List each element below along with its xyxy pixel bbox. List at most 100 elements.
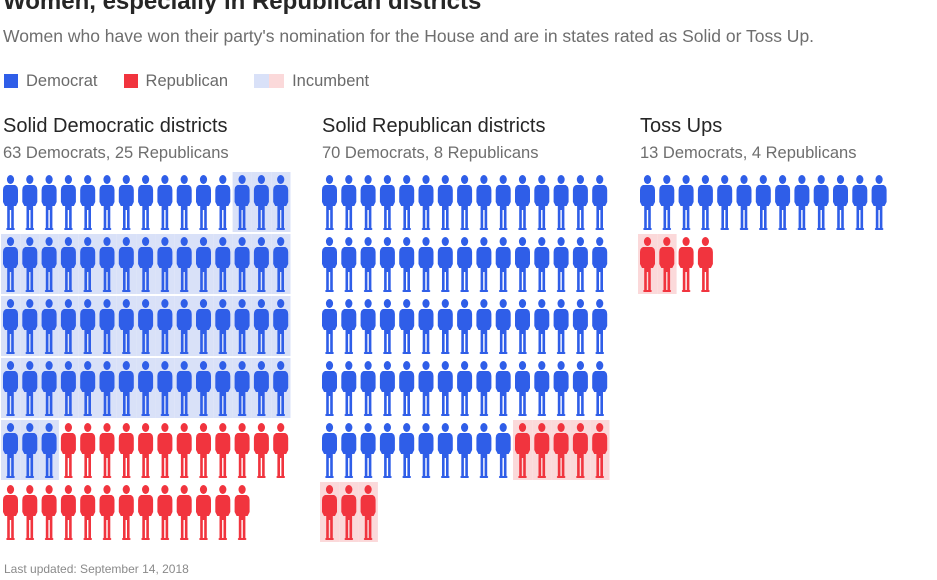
democrat-woman-icon [360, 423, 376, 478]
democrat-incumbent-woman-icon [273, 361, 289, 416]
democrat-woman-icon [515, 237, 530, 292]
democrat-woman-icon [176, 175, 192, 230]
democrat-woman-icon [80, 175, 96, 230]
democrat-incumbent-woman-icon [157, 299, 173, 354]
democrat-woman-icon [833, 175, 848, 230]
democrat-woman-icon [399, 361, 415, 416]
democrat-woman-icon [22, 175, 38, 230]
democrat-woman-icon [379, 299, 395, 354]
democrat-woman-icon [360, 175, 376, 230]
republican-woman-icon [80, 485, 96, 540]
incumbent-swatch-democrat [254, 74, 270, 88]
democrat-woman-icon [553, 299, 569, 354]
republican-woman-icon [697, 237, 713, 292]
pictogram-grid [320, 175, 610, 542]
democrat-woman-icon [515, 175, 530, 230]
democrat-woman-icon [572, 361, 588, 416]
republican-incumbent-woman-icon [572, 423, 588, 478]
republican-woman-icon [234, 485, 250, 540]
legend: Democrat Republican Incumbent [4, 72, 395, 90]
democrat-incumbent-woman-icon [253, 175, 269, 230]
democrat-woman-icon [495, 299, 511, 354]
democrat-woman-icon [476, 175, 492, 230]
democrat-incumbent-woman-icon [22, 299, 38, 354]
democrat-incumbent-woman-icon [138, 237, 154, 292]
democrat-incumbent-woman-icon [99, 299, 115, 354]
republican-incumbent-woman-icon [659, 237, 675, 292]
republican-woman-icon [215, 423, 231, 478]
republican-woman-icon [196, 423, 211, 478]
democrat-incumbent-woman-icon [157, 361, 173, 416]
democrat-woman-icon [495, 423, 511, 478]
democrat-incumbent-woman-icon [3, 361, 18, 416]
democrat-woman-icon [215, 175, 231, 230]
democrat-woman-icon [437, 175, 453, 230]
democrat-incumbent-woman-icon [253, 361, 269, 416]
republican-incumbent-woman-icon [640, 237, 655, 292]
republican-woman-icon [678, 237, 694, 292]
democrat-incumbent-woman-icon [3, 299, 18, 354]
democrat-woman-icon [379, 361, 395, 416]
democrat-incumbent-woman-icon [234, 237, 250, 292]
democrat-incumbent-woman-icon [60, 299, 76, 354]
panel-counts: 70 Democrats, 8 Republicans [322, 144, 539, 162]
democrat-incumbent-woman-icon [176, 361, 192, 416]
panel-solid-republican: Solid Republican districts 70 Democrats,… [320, 112, 622, 542]
republican-incumbent-woman-icon [592, 423, 608, 478]
democrat-woman-icon [476, 299, 492, 354]
pictogram-grid [638, 175, 887, 294]
democrat-woman-icon [60, 175, 76, 230]
democrat-woman-icon [437, 423, 453, 478]
republican-woman-icon [234, 423, 250, 478]
incumbent-swatch-republican [269, 74, 285, 88]
democrat-woman-icon [534, 175, 550, 230]
republican-woman-icon [138, 423, 154, 478]
democrat-woman-icon [457, 361, 473, 416]
democrat-woman-icon [322, 423, 337, 478]
republican-woman-icon [80, 423, 96, 478]
democrat-woman-icon [495, 361, 511, 416]
democrat-woman-icon [534, 237, 550, 292]
panel-counts: 13 Democrats, 4 Republicans [640, 144, 857, 162]
republican-woman-icon [99, 485, 115, 540]
democrat-woman-icon [379, 237, 395, 292]
democrat-woman-icon [41, 175, 57, 230]
republican-swatch [123, 74, 138, 88]
democrat-woman-icon [322, 175, 337, 230]
panel-counts: 63 Democrats, 25 Republicans [3, 144, 229, 162]
democrat-woman-icon [775, 175, 791, 230]
democrat-woman-icon [476, 361, 492, 416]
republican-woman-icon [157, 485, 173, 540]
democrat-woman-icon [852, 175, 868, 230]
democrat-woman-icon [418, 423, 434, 478]
democrat-woman-icon [341, 423, 357, 478]
democrat-incumbent-woman-icon [138, 299, 154, 354]
democrat-incumbent-woman-icon [118, 299, 134, 354]
democrat-incumbent-woman-icon [273, 237, 289, 292]
democrat-incumbent-woman-icon [157, 237, 173, 292]
democrat-incumbent-woman-icon [60, 237, 76, 292]
republican-woman-icon [99, 423, 115, 478]
democrat-woman-icon [118, 175, 134, 230]
democrat-incumbent-woman-icon [3, 423, 18, 478]
republican-woman-icon [60, 423, 76, 478]
democrat-incumbent-woman-icon [41, 361, 57, 416]
republican-woman-icon [138, 485, 154, 540]
panel-toss-ups: Toss Ups 13 Democrats, 4 Republicans [638, 112, 937, 294]
democrat-incumbent-woman-icon [234, 299, 250, 354]
democrat-incumbent-woman-icon [41, 423, 57, 478]
republican-woman-icon [196, 485, 211, 540]
chart-subtitle: Women who have won their party's nominat… [3, 26, 815, 46]
democrat-incumbent-woman-icon [80, 361, 96, 416]
democrat-woman-icon [341, 237, 357, 292]
republican-incumbent-woman-icon [322, 485, 337, 540]
republican-incumbent-woman-icon [341, 485, 357, 540]
democrat-woman-icon [495, 237, 511, 292]
democrat-woman-icon [515, 361, 530, 416]
democrat-woman-icon [399, 299, 415, 354]
democrat-woman-icon [418, 237, 434, 292]
democrat-woman-icon [341, 175, 357, 230]
democrat-incumbent-woman-icon [253, 237, 269, 292]
democrat-incumbent-woman-icon [273, 299, 289, 354]
democrat-woman-icon [736, 175, 752, 230]
